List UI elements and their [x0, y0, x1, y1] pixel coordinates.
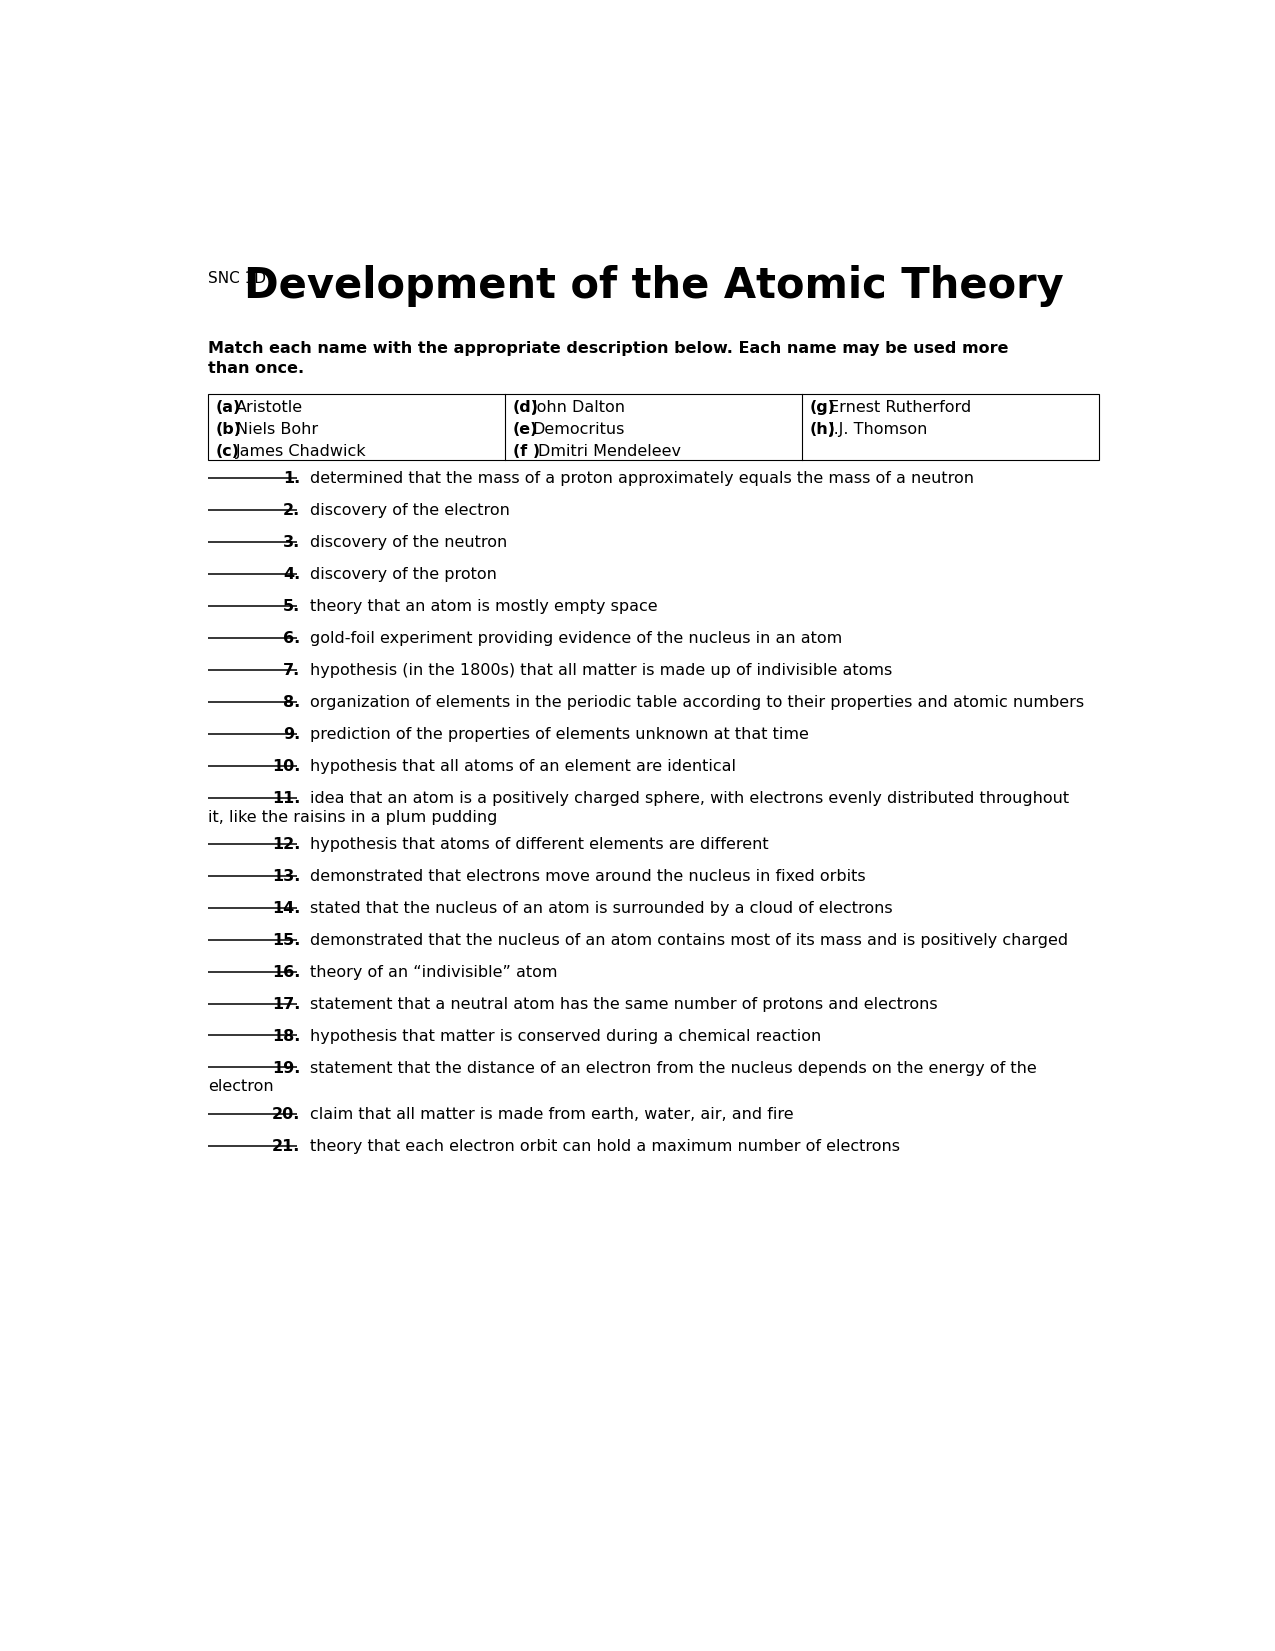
Text: 17.: 17.	[272, 997, 301, 1012]
Text: 7.: 7.	[283, 664, 301, 679]
Text: 2.: 2.	[283, 504, 301, 518]
Text: (d): (d)	[513, 400, 539, 414]
Text: stated that the nucleus of an atom is surrounded by a cloud of electrons: stated that the nucleus of an atom is su…	[311, 901, 892, 916]
Text: (g): (g)	[810, 400, 835, 414]
Text: Democritus: Democritus	[533, 421, 625, 438]
Text: 16.: 16.	[272, 966, 301, 981]
Text: 13.: 13.	[272, 868, 301, 885]
Text: 6.: 6.	[283, 631, 301, 646]
Text: Aristotle: Aristotle	[236, 400, 303, 414]
Text: demonstrated that the nucleus of an atom contains most of its mass and is positi: demonstrated that the nucleus of an atom…	[311, 933, 1068, 948]
Text: organization of elements in the periodic table according to their properties and: organization of elements in the periodic…	[311, 695, 1085, 710]
Text: 9.: 9.	[283, 726, 301, 741]
Text: Dmitri Mendeleev: Dmitri Mendeleev	[538, 444, 681, 459]
Text: J.J. Thomson: J.J. Thomson	[830, 421, 928, 438]
Text: James Chadwick: James Chadwick	[236, 444, 366, 459]
Text: statement that the distance of an electron from the nucleus depends on the energ: statement that the distance of an electr…	[311, 1062, 1038, 1076]
Text: gold-foil experiment providing evidence of the nucleus in an atom: gold-foil experiment providing evidence …	[311, 631, 843, 646]
Text: 15.: 15.	[272, 933, 301, 948]
Text: theory that each electron orbit can hold a maximum number of electrons: theory that each electron orbit can hold…	[311, 1139, 900, 1154]
Text: discovery of the neutron: discovery of the neutron	[311, 535, 507, 550]
Text: 12.: 12.	[272, 837, 301, 852]
Text: 5.: 5.	[283, 599, 301, 614]
Text: idea that an atom is a positively charged sphere, with electrons evenly distribu: idea that an atom is a positively charge…	[311, 791, 1070, 806]
Text: hypothesis that atoms of different elements are different: hypothesis that atoms of different eleme…	[311, 837, 769, 852]
Text: Ernest Rutherford: Ernest Rutherford	[830, 400, 972, 414]
Text: 21.: 21.	[272, 1139, 301, 1154]
Text: 3.: 3.	[283, 535, 301, 550]
Text: 20.: 20.	[272, 1108, 301, 1123]
Text: 19.: 19.	[272, 1062, 301, 1076]
Text: (c): (c)	[215, 444, 240, 459]
Text: theory of an “indivisible” atom: theory of an “indivisible” atom	[311, 966, 558, 981]
Text: 10.: 10.	[272, 759, 301, 774]
Text: (e): (e)	[513, 421, 538, 438]
Text: 8.: 8.	[283, 695, 301, 710]
Text: 18.: 18.	[272, 1029, 301, 1043]
Text: 14.: 14.	[272, 901, 301, 916]
Text: (b): (b)	[215, 421, 242, 438]
Text: (h): (h)	[810, 421, 835, 438]
Text: demonstrated that electrons move around the nucleus in fixed orbits: demonstrated that electrons move around …	[311, 868, 866, 885]
Text: hypothesis that matter is conserved during a chemical reaction: hypothesis that matter is conserved duri…	[311, 1029, 822, 1043]
Text: prediction of the properties of elements unknown at that time: prediction of the properties of elements…	[311, 726, 810, 741]
Text: John Dalton: John Dalton	[533, 400, 626, 414]
Text: claim that all matter is made from earth, water, air, and fire: claim that all matter is made from earth…	[311, 1108, 794, 1123]
Bar	[208, 395, 1099, 461]
Text: electron: electron	[208, 1080, 274, 1095]
Text: 1.: 1.	[283, 472, 301, 487]
Text: Niels Bohr: Niels Bohr	[236, 421, 317, 438]
Text: Match each name with the appropriate description below. Each name may be used mo: Match each name with the appropriate des…	[208, 340, 1009, 376]
Text: 11.: 11.	[272, 791, 301, 806]
Text: hypothesis that all atoms of an element are identical: hypothesis that all atoms of an element …	[311, 759, 737, 774]
Text: statement that a neutral atom has the same number of protons and electrons: statement that a neutral atom has the sa…	[311, 997, 938, 1012]
Text: discovery of the proton: discovery of the proton	[311, 568, 497, 583]
Text: SNC 1D: SNC 1D	[208, 271, 266, 286]
Text: discovery of the electron: discovery of the electron	[311, 504, 510, 518]
Text: 4.: 4.	[283, 568, 301, 583]
Text: determined that the mass of a proton approximately equals the mass of a neutron: determined that the mass of a proton app…	[311, 472, 974, 487]
Text: it, like the raisins in a plum pudding: it, like the raisins in a plum pudding	[208, 809, 497, 824]
Text: (a): (a)	[215, 400, 241, 414]
Text: Development of the Atomic Theory: Development of the Atomic Theory	[244, 266, 1063, 307]
Text: theory that an atom is mostly empty space: theory that an atom is mostly empty spac…	[311, 599, 658, 614]
Text: hypothesis (in the 1800s) that all matter is made up of indivisible atoms: hypothesis (in the 1800s) that all matte…	[311, 664, 892, 679]
Text: (f ): (f )	[513, 444, 539, 459]
